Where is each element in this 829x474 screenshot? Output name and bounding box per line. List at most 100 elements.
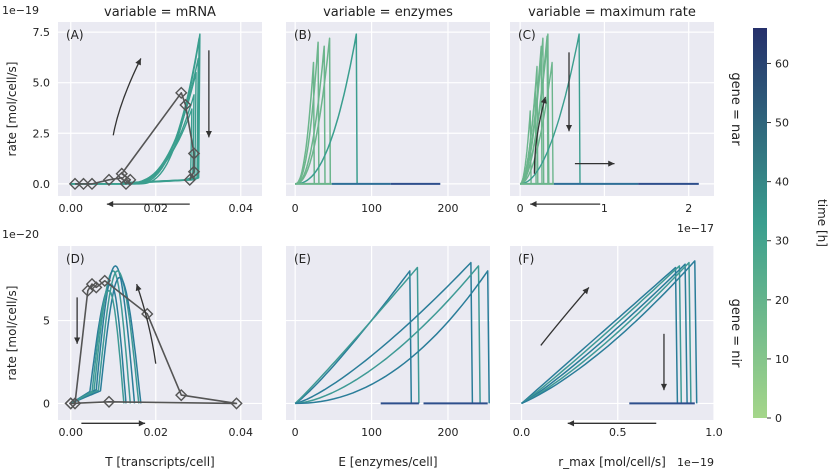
rmax-curve	[520, 33, 581, 185]
mean-trajectory	[75, 92, 195, 185]
rmax-curve	[521, 265, 683, 405]
diamond-marker	[187, 147, 201, 160]
diamond-marker	[90, 281, 103, 294]
direction-arrow-head	[205, 131, 212, 138]
x-tick-label: 0	[292, 202, 299, 215]
rmax-curve	[521, 266, 679, 404]
direction-arrow-shaft	[136, 283, 157, 364]
x-tick-label: 0.04	[229, 202, 254, 215]
x-tick-label: 0.5	[609, 426, 627, 439]
diamond-marker	[68, 177, 82, 191]
rmax-curve	[521, 263, 688, 405]
x-tick-label: 0.02	[144, 202, 169, 215]
colorbar-tick-label: 60	[775, 57, 789, 70]
column-title: variable = mRNA	[104, 5, 216, 20]
x-axis-label: T [transcripts/cell]	[104, 455, 215, 469]
direction-arrow-head	[135, 284, 142, 292]
y-axis-label: rate [mol/cell/s]	[5, 62, 19, 157]
labels-layer: 0.00 0.02 0.04 7.5 5.0 2.5 0.0 (A) 0 100 200 (B) 0 1 2…	[2, 4, 743, 469]
panels-layer	[58, 22, 715, 427]
direction-arrow-head	[608, 160, 615, 167]
direction-arrow-head	[540, 96, 547, 104]
direction-arrow-shaft	[533, 96, 547, 174]
mrna-curve	[70, 289, 125, 405]
x-tick-label: 0.00	[59, 202, 84, 215]
panel-background	[286, 246, 490, 420]
diamond-marker	[102, 173, 116, 187]
direction-arrow-head	[135, 58, 141, 66]
x-tick-label: 0	[517, 202, 524, 215]
y-tick-label: 7.5	[33, 26, 51, 39]
diamond-marker	[115, 167, 128, 180]
rmax-curve	[519, 33, 550, 185]
mrna-curve	[70, 33, 201, 185]
x-tick-label: 0.0	[513, 426, 531, 439]
colorbar: 60 50 40 30 20 10 0 time [h]	[753, 28, 829, 425]
direction-arrow-head	[138, 420, 146, 427]
diamond-marker	[124, 173, 137, 187]
x-axis-label: E [enzymes/cell]	[338, 455, 437, 469]
diamond-marker	[175, 86, 188, 100]
panel-label: (F)	[518, 252, 534, 266]
colorbar-tick-label: 40	[775, 176, 789, 189]
x-tick-label: 0.04	[229, 426, 254, 439]
x-tick-label: 0.00	[59, 426, 84, 439]
direction-arrow-shaft	[112, 58, 142, 136]
panel-label: (A)	[66, 28, 84, 42]
diamond-marker	[187, 165, 201, 178]
x-tick-label: 2	[685, 202, 692, 215]
direction-arrow-head	[582, 287, 589, 295]
row-title: gene = nir	[728, 299, 743, 368]
direction-arrow-shaft	[540, 287, 590, 346]
y-tick-label: 2.5	[33, 127, 51, 140]
diamond-marker	[64, 397, 77, 410]
x-tick-label: 1	[601, 202, 608, 215]
x-tick-label: 0.02	[144, 426, 169, 439]
enzymes-curve	[295, 33, 358, 185]
x-tick-label: 1.0	[705, 426, 723, 439]
y-tick-label: 5.0	[33, 77, 51, 90]
column-title: variable = maximum rate	[528, 5, 696, 20]
panel-label: (C)	[518, 28, 536, 42]
x-tick-label: 100	[361, 426, 382, 439]
y-axis-label: rate [mol/cell/s]	[5, 286, 19, 381]
diamond-marker	[183, 173, 196, 187]
rmax-curve	[521, 260, 698, 405]
diamond-marker	[98, 274, 111, 287]
panel-label: (D)	[66, 252, 85, 266]
y-tick-label: 5	[43, 315, 50, 328]
direction-arrow-head	[530, 201, 537, 208]
enzymes-curve	[294, 270, 413, 405]
x-tick-label: 100	[361, 202, 382, 215]
diamond-marker	[179, 98, 192, 112]
diamond-marker	[85, 177, 99, 191]
x-tick-label: 200	[437, 202, 458, 215]
direction-arrow-head	[565, 124, 573, 132]
enzymes-curve	[294, 261, 474, 405]
x-axis-label: r_max [mol/cell/s]	[558, 455, 666, 469]
panel-background	[286, 22, 490, 196]
colorbar-tick-label: 10	[775, 353, 789, 366]
colorbar-tick-label: 30	[775, 235, 789, 248]
direction-arrow-head	[106, 201, 114, 208]
colorbar-label: time [h]	[815, 199, 829, 247]
x-tick-label: 0	[292, 426, 299, 439]
column-title: variable = enzymes	[323, 5, 453, 20]
diamond-marker	[230, 397, 243, 410]
colorbar-tick-label: 50	[775, 117, 789, 130]
direction-arrow-head	[74, 337, 81, 344]
direction-arrow-head	[660, 383, 668, 391]
colorbar-tick-label: 20	[775, 294, 789, 307]
colorbar-bar	[753, 28, 767, 418]
mean-trajectory	[70, 280, 238, 405]
x-multiplier: 1e−17	[677, 222, 714, 235]
panel-label: (B)	[294, 28, 312, 42]
diamond-marker	[175, 388, 188, 402]
enzymes-curve	[295, 37, 332, 185]
x-tick-label: 200	[437, 426, 458, 439]
diamond-marker	[102, 395, 116, 408]
direction-arrow-head	[567, 420, 575, 427]
y-multiplier: 1e−19	[2, 4, 39, 17]
diamond-marker	[68, 397, 82, 410]
